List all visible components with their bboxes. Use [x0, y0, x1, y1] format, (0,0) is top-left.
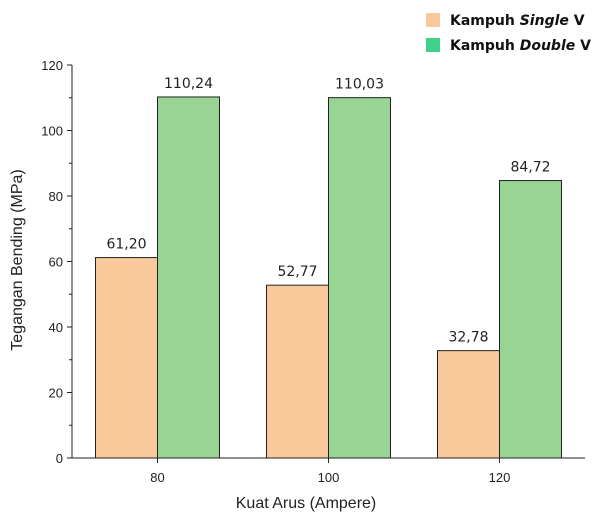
legend-swatch-single [426, 13, 440, 27]
y-tick-label-100: 100 [41, 124, 63, 139]
legend-label-double: Kampuh Double V [450, 38, 591, 54]
y-tick-label-0: 0 [56, 451, 63, 466]
legend-single-italic: Single [520, 13, 569, 29]
bars-group [95, 96, 562, 459]
legend-single-prefix: Kampuh [450, 13, 520, 29]
y-tick-label-60: 60 [49, 255, 63, 270]
bar-double-80 [157, 96, 220, 459]
y-tick-label-120: 120 [41, 58, 63, 73]
legend-label-single: Kampuh Single V [450, 13, 585, 29]
data-label-double-80: 110,24 [164, 76, 213, 92]
x-tick-label-120: 120 [489, 470, 511, 485]
data-label-single-100: 52,77 [277, 264, 317, 280]
y-tick-label-40: 40 [49, 320, 63, 335]
legend-double-prefix: Kampuh [450, 38, 520, 54]
bar-single-80 [95, 257, 158, 459]
legend-single-suffix: V [569, 13, 585, 29]
bar-single-100 [266, 284, 329, 459]
legend: Kampuh Single V Kampuh Double V [426, 13, 591, 54]
legend-double-italic: Double [520, 38, 576, 54]
x-tick-label-100: 100 [318, 470, 340, 485]
data-label-single-120: 32,78 [448, 330, 488, 346]
axes-group: 80 100 120 0 20 40 60 80 100 120 [41, 58, 585, 485]
data-label-double-120: 84,72 [510, 160, 550, 176]
bar-double-120 [499, 180, 562, 459]
bar-double-100 [328, 97, 391, 459]
y-axis-title: Tegangan Bending (MPa) [9, 169, 26, 350]
data-labels-group: 61,20 110,24 52,77 110,03 32,78 84,72 [106, 76, 550, 346]
x-tick-label-80: 80 [150, 470, 164, 485]
data-label-double-100: 110,03 [335, 77, 384, 93]
y-tick-label-80: 80 [49, 189, 63, 204]
y-tick-label-20: 20 [49, 386, 63, 401]
bar-single-120 [437, 350, 500, 459]
data-label-single-80: 61,20 [106, 237, 146, 253]
legend-double-suffix: V [575, 38, 591, 54]
legend-swatch-double [426, 38, 440, 52]
x-axis-title: Kuat Arus (Ampere) [236, 495, 377, 512]
